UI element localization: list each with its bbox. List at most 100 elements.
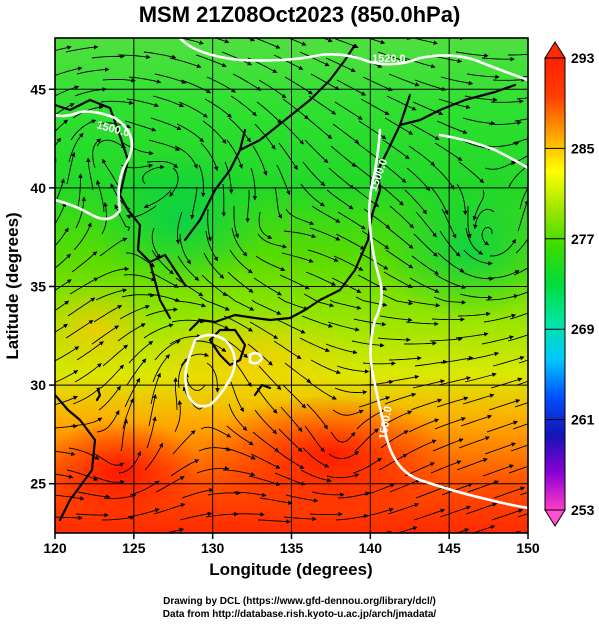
streamline — [126, 358, 147, 386]
streamline — [411, 38, 438, 45]
streamline — [437, 252, 465, 273]
streamline — [517, 199, 528, 232]
streamline — [473, 208, 495, 230]
streamline — [258, 532, 263, 533]
streamline — [337, 491, 371, 499]
streamline — [486, 141, 520, 148]
streamline — [408, 418, 440, 433]
streamline — [257, 519, 291, 524]
streamline — [176, 123, 205, 143]
streamline — [456, 458, 488, 471]
streamline — [429, 336, 463, 342]
streamline — [439, 505, 472, 518]
streamline — [70, 417, 103, 427]
streamline — [146, 30, 178, 35]
streamline — [55, 103, 75, 116]
streamline — [410, 398, 443, 411]
streamline — [378, 453, 408, 471]
streamline — [516, 97, 528, 100]
streamline — [55, 227, 69, 247]
streamline — [282, 539, 314, 540]
streamline — [382, 139, 410, 160]
streamline — [540, 548, 570, 558]
streamline — [358, 396, 391, 408]
streamline — [510, 444, 528, 452]
streamline — [377, 51, 410, 64]
contour-line — [184, 333, 237, 408]
streamline — [283, 230, 317, 239]
streamline — [508, 53, 528, 56]
streamline — [542, 526, 572, 536]
streamline — [311, 205, 341, 223]
streamline — [395, 526, 418, 533]
streamline — [74, 87, 107, 97]
streamline — [483, 313, 517, 323]
streamline — [207, 208, 212, 242]
streamline — [384, 392, 417, 405]
streamline — [510, 154, 528, 166]
streamline — [413, 233, 438, 257]
streamline — [430, 186, 449, 216]
x-axis-label: Longitude (degrees) — [209, 560, 372, 579]
streamline — [441, 483, 473, 496]
streamline — [512, 38, 517, 40]
streamline — [456, 183, 468, 216]
streamline — [66, 151, 76, 185]
streamline — [518, 75, 528, 78]
streamline — [278, 142, 298, 170]
streamline — [467, 480, 499, 493]
streamline — [331, 277, 362, 293]
streamline — [148, 139, 180, 151]
x-tick-label: 135 — [280, 540, 304, 556]
streamline — [120, 33, 152, 35]
streamline — [356, 142, 384, 163]
streamline — [249, 321, 279, 339]
streamline — [481, 226, 493, 246]
streamline — [306, 403, 328, 430]
contour-line — [438, 133, 528, 170]
streamline — [284, 76, 313, 95]
streamline — [465, 227, 484, 255]
streamline — [231, 512, 265, 517]
streamline — [245, 189, 250, 223]
streamline — [403, 57, 436, 69]
streamline — [68, 132, 84, 163]
streamline — [150, 372, 161, 405]
streamline — [117, 323, 146, 342]
streamline — [484, 442, 517, 455]
streamline — [142, 164, 165, 185]
streamline — [514, 118, 528, 122]
streamline — [308, 381, 337, 400]
streamline — [173, 377, 178, 411]
streamline — [380, 430, 409, 449]
streamline — [389, 205, 415, 229]
streamline — [77, 491, 111, 499]
streamline — [472, 189, 485, 221]
streamline — [514, 402, 528, 408]
streamline — [124, 120, 157, 132]
streamline — [123, 274, 157, 282]
streamline — [512, 138, 528, 144]
streamline — [384, 550, 415, 558]
streamline — [77, 173, 83, 207]
streamline — [492, 355, 525, 367]
x-tick-label: 140 — [359, 540, 383, 556]
streamline — [174, 400, 183, 433]
streamline — [69, 277, 99, 295]
streamline — [124, 377, 141, 408]
streamline — [329, 299, 362, 310]
contour-line — [248, 351, 264, 365]
streamline — [72, 387, 102, 405]
streamline — [519, 187, 528, 210]
streamline — [488, 554, 519, 564]
streamline — [275, 318, 306, 334]
colorbar-top-arrow — [544, 41, 566, 59]
streamline — [379, 315, 413, 323]
streamline — [356, 410, 384, 430]
streamline — [145, 307, 178, 317]
streamline — [153, 503, 186, 515]
streamline — [332, 38, 359, 49]
streamline — [363, 483, 395, 496]
streamline — [306, 555, 338, 558]
streamline — [126, 205, 157, 219]
